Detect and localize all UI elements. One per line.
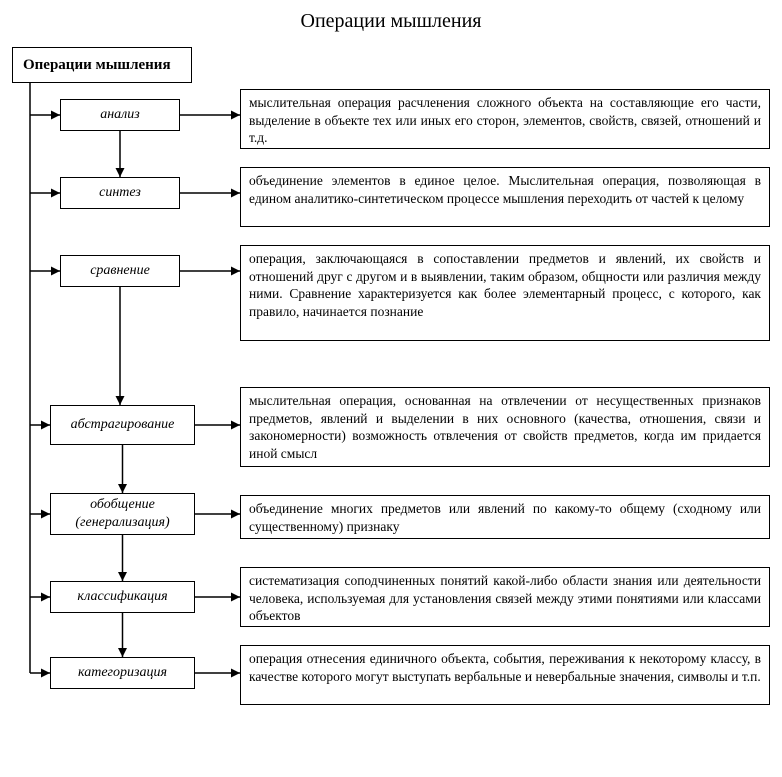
term-klassifikatsiya: классификация bbox=[50, 581, 195, 613]
desc-kategorizatsiya: операция отнесения единичного объекта, с… bbox=[240, 645, 770, 705]
term-abstragirovanie: абстрагирование bbox=[50, 405, 195, 445]
page-title: Операции мышления bbox=[0, 0, 782, 47]
term-sintez: синтез bbox=[60, 177, 180, 209]
desc-abstragirovanie: мыслительная операция, основанная на отв… bbox=[240, 387, 770, 467]
desc-obobschenie: объединение многих предметов или явлений… bbox=[240, 495, 770, 539]
desc-sravnenie: операция, заключающаяся в сопоставлении … bbox=[240, 245, 770, 341]
desc-klassifikatsiya: систематизация соподчиненных понятий как… bbox=[240, 567, 770, 627]
diagram-container: Операции мышления анализ синтез сравнени… bbox=[0, 47, 782, 777]
term-obobschenie: обобщение (генерализация) bbox=[50, 493, 195, 535]
desc-analiz: мыслительная операция расчленения сложно… bbox=[240, 89, 770, 149]
desc-sintez: объединение элементов в единое целое. Мы… bbox=[240, 167, 770, 227]
root-box: Операции мышления bbox=[12, 47, 192, 83]
term-kategorizatsiya: категоризация bbox=[50, 657, 195, 689]
term-sravnenie: сравнение bbox=[60, 255, 180, 287]
term-analiz: анализ bbox=[60, 99, 180, 131]
